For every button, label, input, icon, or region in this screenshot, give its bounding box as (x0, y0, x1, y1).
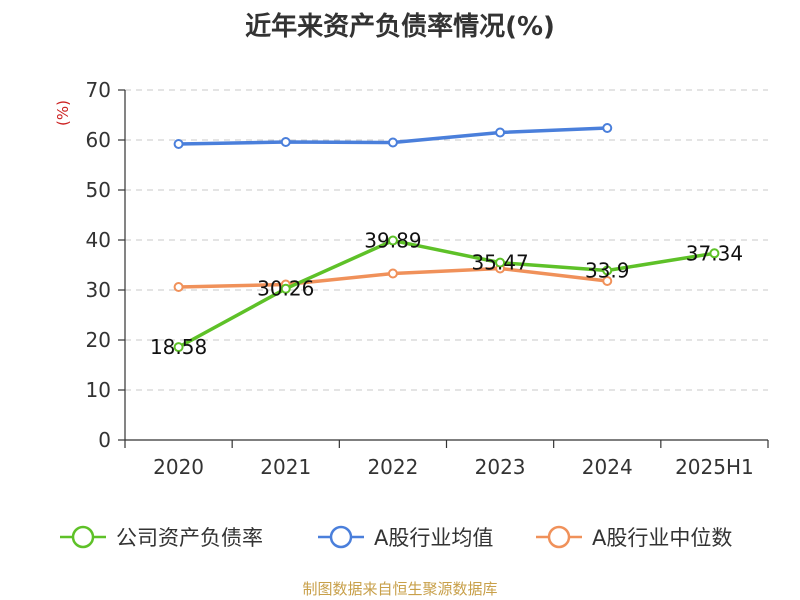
x-tick-label: 2024 (582, 455, 633, 479)
legend-label: A股行业中位数 (592, 526, 732, 550)
chart-title: 近年来资产负债率情况(%) (245, 12, 555, 42)
data-point (387, 268, 398, 279)
legend-item: 公司资产负债率 (60, 525, 263, 550)
legend: 公司资产负债率 A股行业均值 A股行业中位数 (60, 525, 732, 550)
y-tick-label: 30 (86, 278, 111, 302)
data-label: 39.89 (364, 229, 421, 253)
data-point (173, 282, 184, 292)
y-tick-label: 70 (86, 78, 111, 102)
x-tick-labels: 2020 2021 2022 2023 2024 2025H1 (153, 455, 754, 479)
data-point (387, 137, 398, 148)
source-note: 制图数据来自恒生聚源数据库 (302, 580, 498, 598)
y-tick-label: 40 (86, 228, 111, 252)
series-lines (173, 123, 720, 353)
y-tick-label: 50 (86, 178, 111, 202)
data-point (602, 276, 613, 286)
y-tick-label: 60 (86, 128, 111, 152)
data-point (495, 257, 506, 268)
x-tick-label: 2020 (153, 455, 204, 479)
legend-item: A股行业中位数 (536, 525, 732, 550)
x-tick-label: 2021 (260, 455, 311, 479)
data-point (387, 235, 398, 246)
grid-lines (125, 89, 768, 391)
legend-item: A股行业均值 (318, 525, 493, 550)
y-tick-label: 10 (86, 378, 111, 402)
axes (118, 89, 769, 448)
series-line (177, 238, 715, 349)
data-label: 35.47 (471, 251, 528, 275)
data-point (709, 248, 720, 259)
data-label: 18.58 (150, 335, 207, 359)
data-label: 37.34 (686, 241, 743, 265)
y-axis-label: (%) (54, 100, 72, 126)
data-label: 33.9 (585, 259, 630, 283)
legend-marker (547, 525, 571, 549)
x-tick-label: 2022 (367, 455, 418, 479)
data-point (280, 137, 291, 147)
legend-marker (71, 525, 95, 549)
y-tick-label: 0 (98, 428, 111, 452)
x-tick-label: 2023 (475, 455, 526, 479)
data-point (173, 342, 184, 353)
y-tick-label: 20 (86, 328, 111, 352)
data-labels: 18.58 30.26 39.89 35.47 33.9 37.34 (150, 229, 743, 360)
data-point (602, 123, 613, 133)
data-point (173, 139, 184, 149)
x-tick-label: 2025H1 (675, 455, 754, 479)
data-point (495, 127, 506, 138)
legend-label: 公司资产负债率 (116, 526, 263, 550)
legend-label: A股行业均值 (374, 526, 493, 550)
y-tick-labels: 0 10 20 30 40 50 60 70 (86, 78, 111, 452)
data-label: 30.26 (257, 277, 314, 301)
data-point (280, 283, 291, 294)
legend-marker (329, 525, 353, 549)
data-point (602, 265, 613, 276)
